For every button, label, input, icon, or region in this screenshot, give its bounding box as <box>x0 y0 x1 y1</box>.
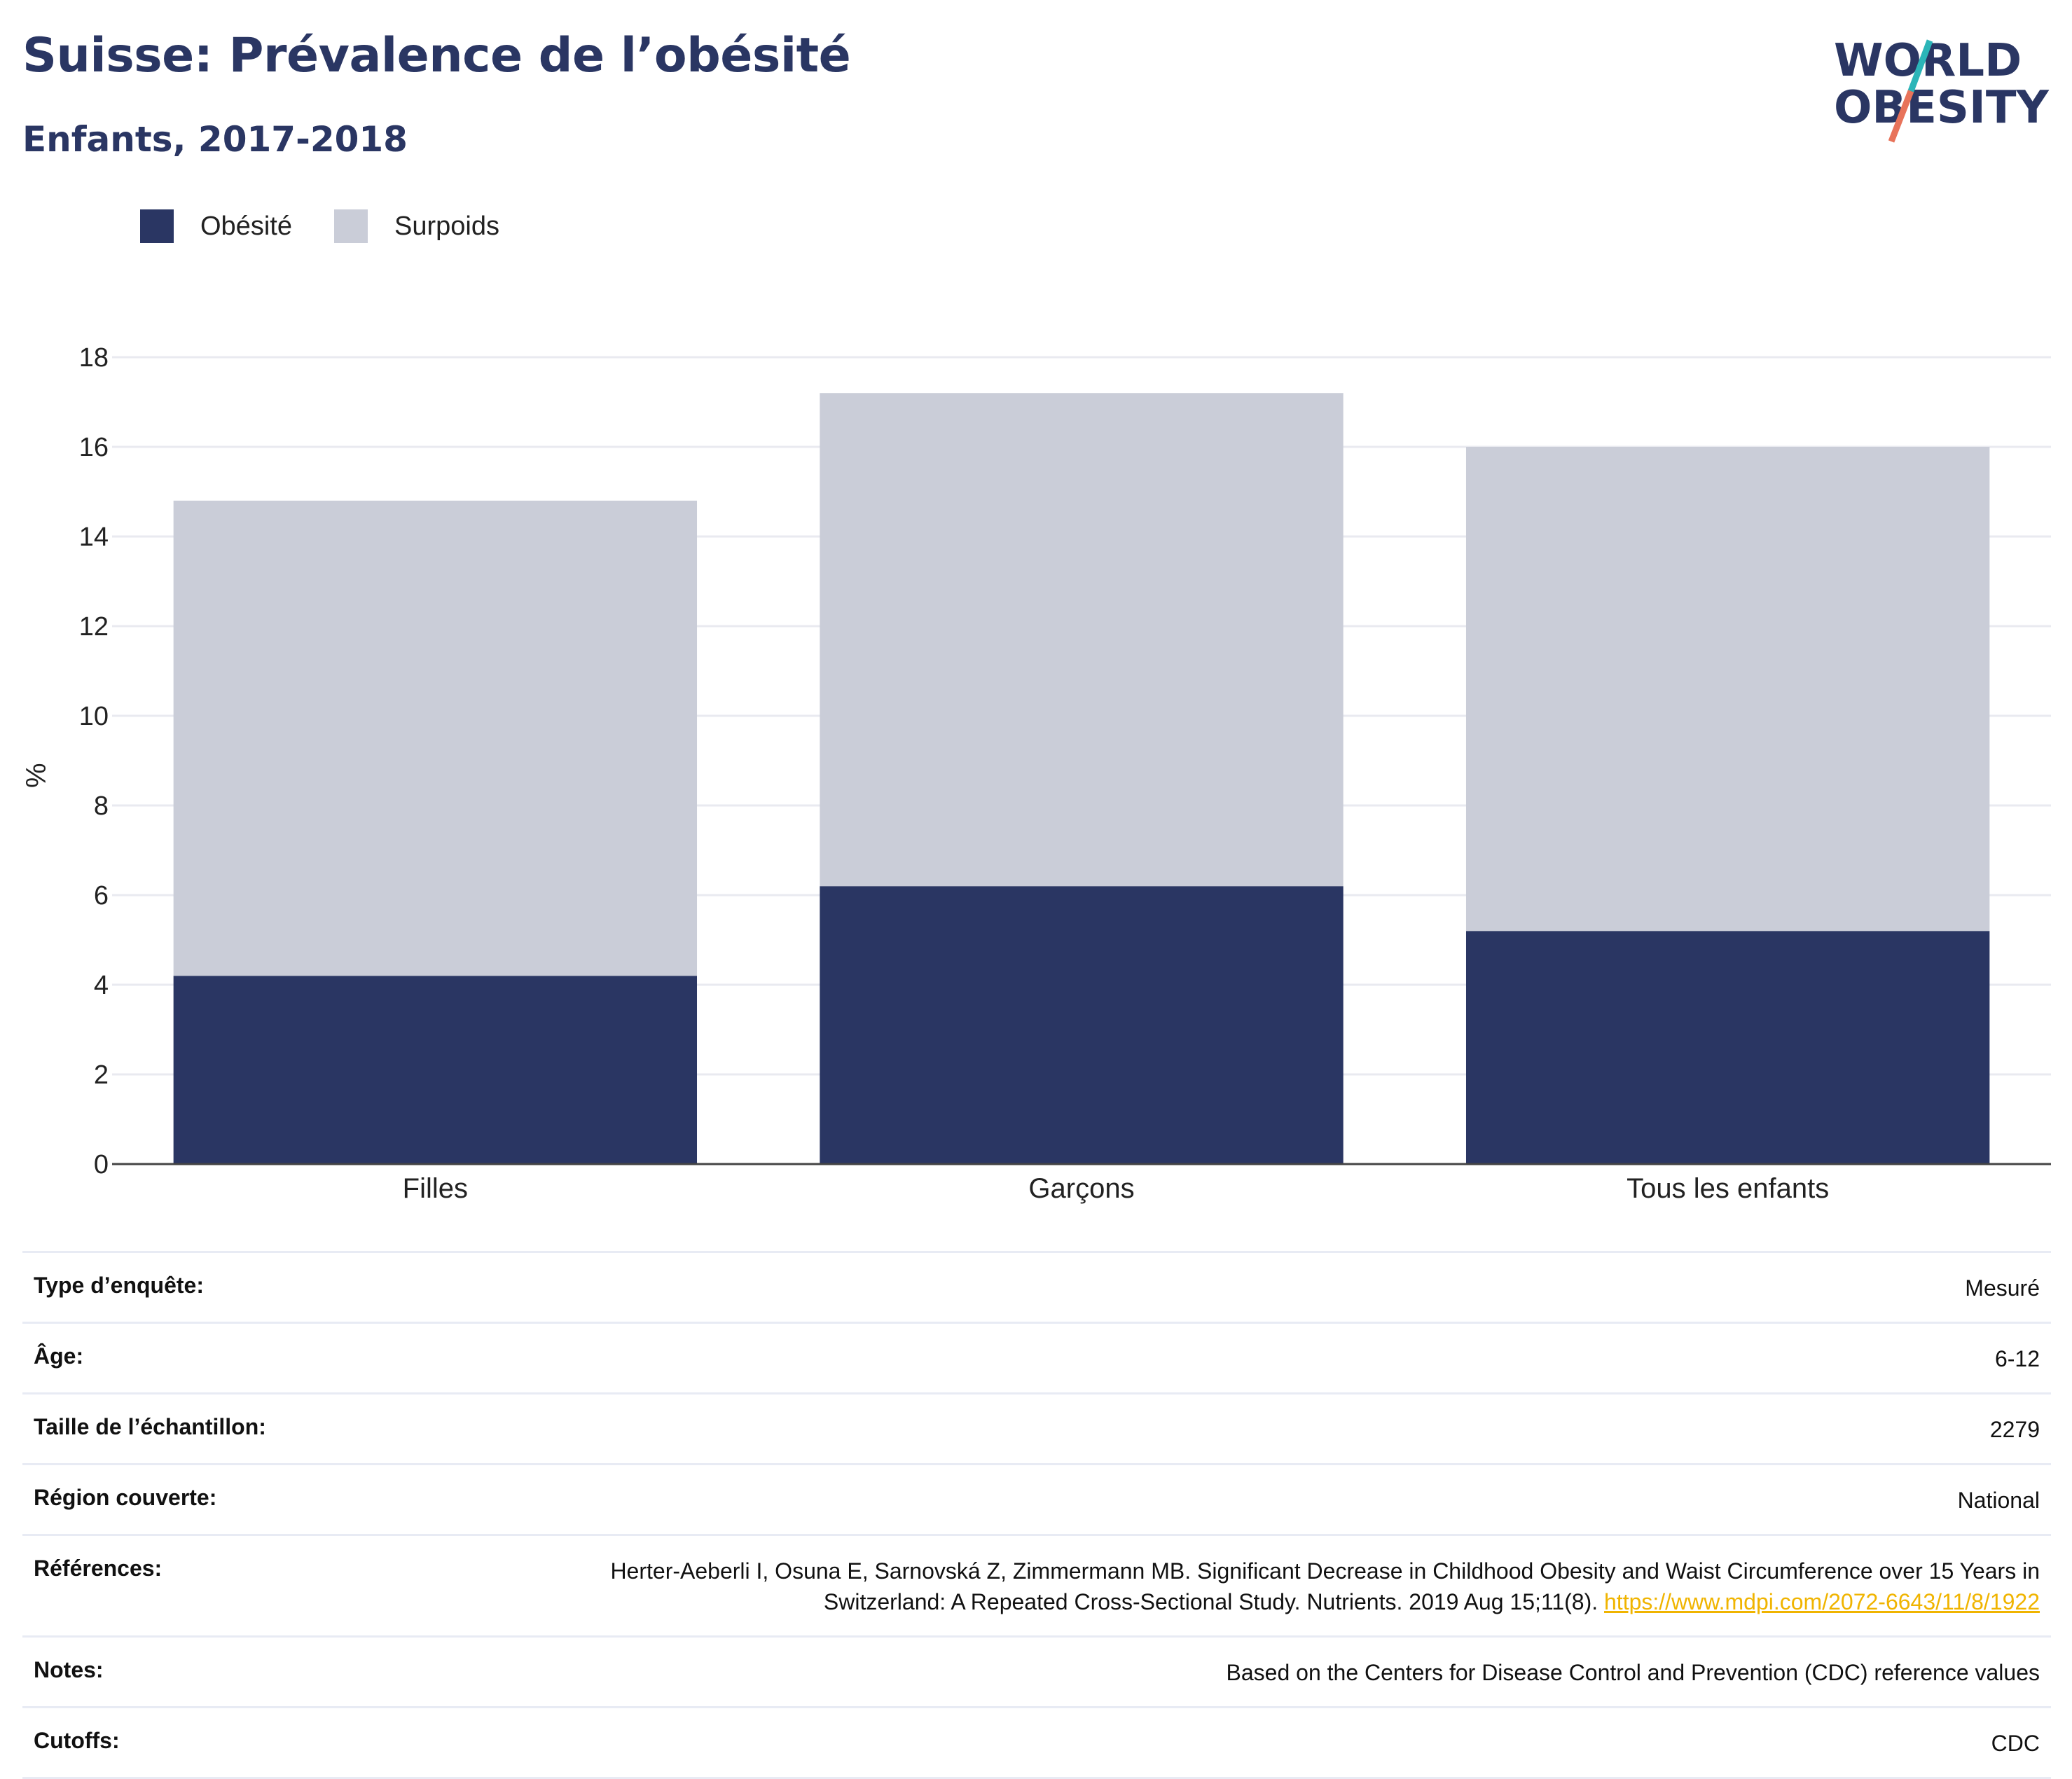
y-tick-label: 12 <box>79 612 109 642</box>
meta-value: CDC <box>1991 1731 2040 1756</box>
world-obesity-logo: WORLD OBESITY <box>1834 35 2049 143</box>
logo-slash-bottom <box>1888 90 1914 143</box>
meta-row-survey-type: Type d’enquête: Mesuré <box>22 1251 2051 1322</box>
legend-swatch-obesite <box>140 209 174 243</box>
legend-label-obesite: Obésité <box>200 211 292 241</box>
y-tick-label: 8 <box>94 791 109 821</box>
y-tick-label: 4 <box>94 971 109 1000</box>
x-tick-label: Filles <box>403 1173 468 1204</box>
chart-title: Suisse: Prévalence de l’obésité <box>22 28 851 83</box>
y-tick-label: 16 <box>79 433 109 462</box>
reference-link[interactable]: https://www.mdpi.com/2072-6643/11/8/1922 <box>1604 1589 2040 1614</box>
bar-surpoids <box>173 500 698 976</box>
bar-obesite <box>820 886 1344 1164</box>
stacked-bar-chart: 0 2 4 6 8 10 12 14 16 18 Filles Garçons Tous les enf… <box>79 343 2051 1204</box>
bar-surpoids <box>820 393 1344 887</box>
legend-label-surpoids: Surpoids <box>394 211 499 241</box>
logo-slash-top <box>1907 39 1933 92</box>
bar-obesite <box>1465 931 1990 1164</box>
meta-value: National <box>1957 1488 2040 1513</box>
meta-key: Type d’enquête: <box>34 1273 204 1298</box>
meta-row-cutoffs: Cutoffs: CDC <box>22 1706 2051 1779</box>
y-tick-label: 0 <box>94 1150 109 1179</box>
metadata-table: Type d’enquête: Mesuré Âge: 6-12 Taille … <box>22 1251 2051 1779</box>
bar-obesite <box>173 976 698 1164</box>
y-tick-label: 6 <box>94 881 109 911</box>
meta-row-region: Région couverte: National <box>22 1463 2051 1534</box>
bar-surpoids <box>1465 447 1990 932</box>
meta-row-references: Références: Herter-Aeberli I, Osuna E, S… <box>22 1534 2051 1635</box>
legend-item-surpoids[interactable]: Surpoids <box>333 209 499 243</box>
meta-value: 6-12 <box>1994 1346 2040 1371</box>
y-tick-label: 10 <box>79 702 109 731</box>
meta-row-sample-size: Taille de l’échantillon: 2279 <box>22 1392 2051 1463</box>
meta-value: Mesuré <box>1965 1275 2040 1301</box>
x-tick-label: Tous les enfants <box>1626 1173 1829 1204</box>
y-tick-label: 18 <box>79 343 109 373</box>
chart-legend: Obésité Surpoids <box>140 209 541 244</box>
legend-swatch-surpoids <box>333 209 368 243</box>
y-tick-label: 14 <box>79 522 109 552</box>
meta-key: Références: <box>34 1556 163 1581</box>
meta-row-notes: Notes: Based on the Centers for Disease … <box>22 1635 2051 1706</box>
chart-subtitle: Enfants, 2017-2018 <box>22 119 408 160</box>
meta-key: Taille de l’échantillon: <box>34 1414 266 1439</box>
legend-item-obesite[interactable]: Obésité <box>140 209 292 243</box>
meta-value: Based on the Centers for Disease Control… <box>1226 1660 2040 1685</box>
x-tick-label: Garçons <box>1028 1173 1134 1204</box>
meta-key: Notes: <box>34 1657 104 1682</box>
reference-text: Herter-Aeberli I, Osuna E, Sarnovská Z, … <box>610 1558 2040 1614</box>
meta-row-age: Âge: 6-12 <box>22 1322 2051 1392</box>
meta-key: Cutoffs: <box>34 1728 120 1753</box>
meta-key: Région couverte: <box>34 1485 217 1510</box>
logo-line2: OBESITY <box>1834 82 2049 134</box>
y-tick-label: 2 <box>94 1060 109 1090</box>
meta-value-references: Herter-Aeberli I, Osuna E, Sarnovská Z, … <box>499 1556 2040 1617</box>
meta-key: Âge: <box>34 1343 84 1369</box>
meta-value: 2279 <box>1989 1417 2040 1442</box>
